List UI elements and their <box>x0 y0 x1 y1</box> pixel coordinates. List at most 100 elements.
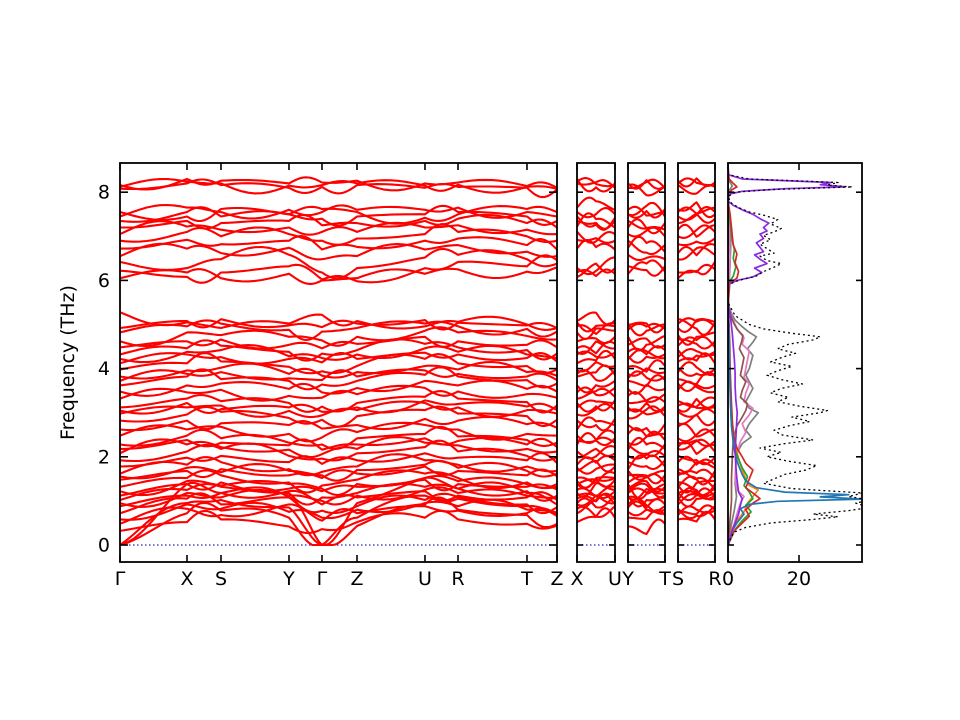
phonon-band <box>628 508 665 517</box>
k-point-label: X <box>180 568 193 590</box>
phonon-band <box>120 509 557 535</box>
phonon-band <box>120 459 557 482</box>
phonon-band <box>577 349 615 365</box>
phonon-band <box>577 321 615 333</box>
phonon-band <box>678 468 715 486</box>
phonon-band <box>678 223 715 238</box>
panel-curves-dos <box>728 165 862 546</box>
panel-frame <box>576 162 616 563</box>
k-point-label: U <box>608 568 622 590</box>
panel-frame <box>627 162 666 563</box>
phonon-band <box>120 176 557 192</box>
phonon-band <box>577 476 615 489</box>
phonon-band <box>678 177 715 188</box>
phonon-band <box>678 460 715 475</box>
phonon-band <box>678 206 715 215</box>
k-point-label: Γ <box>317 568 328 590</box>
phonon-band <box>628 353 665 364</box>
phonon-band <box>120 178 557 199</box>
phonon-band <box>577 445 615 460</box>
phonon-band <box>678 349 715 361</box>
y-tick-label: 6 <box>98 270 110 292</box>
phonon-band <box>120 496 557 547</box>
dos-panel: 0 20 <box>722 162 863 590</box>
phonon-band <box>120 178 557 195</box>
phonon-band <box>628 265 665 277</box>
phonon-band <box>577 417 615 432</box>
phonon-band <box>577 237 615 244</box>
phonon-band <box>577 386 615 397</box>
phonon-band <box>577 177 615 193</box>
panel-frame <box>677 162 716 563</box>
phonon-band <box>577 399 615 413</box>
phonon-band <box>628 483 665 500</box>
phonon-band <box>628 401 665 413</box>
phonon-band <box>120 469 557 494</box>
phonon-band <box>628 179 665 190</box>
phonon-band <box>678 380 715 394</box>
phonon-band <box>628 405 665 420</box>
phonon-band <box>120 453 557 477</box>
phonon-band <box>628 423 665 436</box>
phonon-band <box>577 505 615 519</box>
panel-curves-sr <box>678 177 715 546</box>
panel-curves-yt <box>628 178 665 546</box>
k-point-label: U <box>418 568 432 590</box>
k-point-label: Y <box>621 568 634 590</box>
phonon-band <box>577 463 615 475</box>
panel-frame <box>727 162 863 563</box>
phonon-band <box>678 237 715 247</box>
phonon-band <box>120 245 557 280</box>
phonon-band <box>120 366 557 391</box>
phonon-band <box>628 334 665 352</box>
phonon-band <box>120 421 557 443</box>
y-tick-label: 0 <box>98 535 110 557</box>
phonon-band <box>577 402 615 417</box>
projected-dos-curve <box>728 165 862 546</box>
k-point-label: Y <box>282 568 295 590</box>
panel-curves-main <box>120 176 557 547</box>
phonon-band <box>628 459 665 471</box>
phonon-band <box>678 505 715 520</box>
phonon-band <box>628 201 665 218</box>
phonon-band <box>678 318 715 336</box>
phonon-band <box>120 452 557 468</box>
phonon-band <box>678 454 715 466</box>
phonon-band <box>678 338 715 350</box>
phonon-band <box>678 408 715 418</box>
phonon-band <box>120 254 557 284</box>
phonon-band <box>678 361 715 376</box>
y-tick-label: 4 <box>98 358 110 380</box>
phonon-band <box>628 487 665 495</box>
k-point-label: T <box>520 568 533 590</box>
phonon-band <box>628 183 665 197</box>
phonon-band <box>628 370 665 382</box>
phonon-band <box>628 367 665 377</box>
phonon-band <box>577 215 615 231</box>
phonon-band <box>120 326 557 347</box>
phonon-band <box>577 485 615 498</box>
k-point-label: X <box>570 568 583 590</box>
phonon-band <box>120 492 557 515</box>
phonon-band <box>628 479 665 493</box>
phonon-band <box>678 487 715 506</box>
k-point-label: T <box>658 568 671 590</box>
phonon-band <box>577 399 615 409</box>
phonon-band <box>577 361 615 373</box>
phonon-band <box>120 335 557 350</box>
phonon-band <box>120 379 557 397</box>
phonon-band <box>577 340 615 355</box>
dos-tick-label: 0 <box>722 568 734 590</box>
phonon-band <box>628 235 665 253</box>
phonon-band <box>120 204 557 227</box>
phonon-band <box>120 494 557 547</box>
phonon-band <box>678 366 715 377</box>
phonon-band <box>577 459 615 473</box>
phonon-band <box>628 391 665 403</box>
